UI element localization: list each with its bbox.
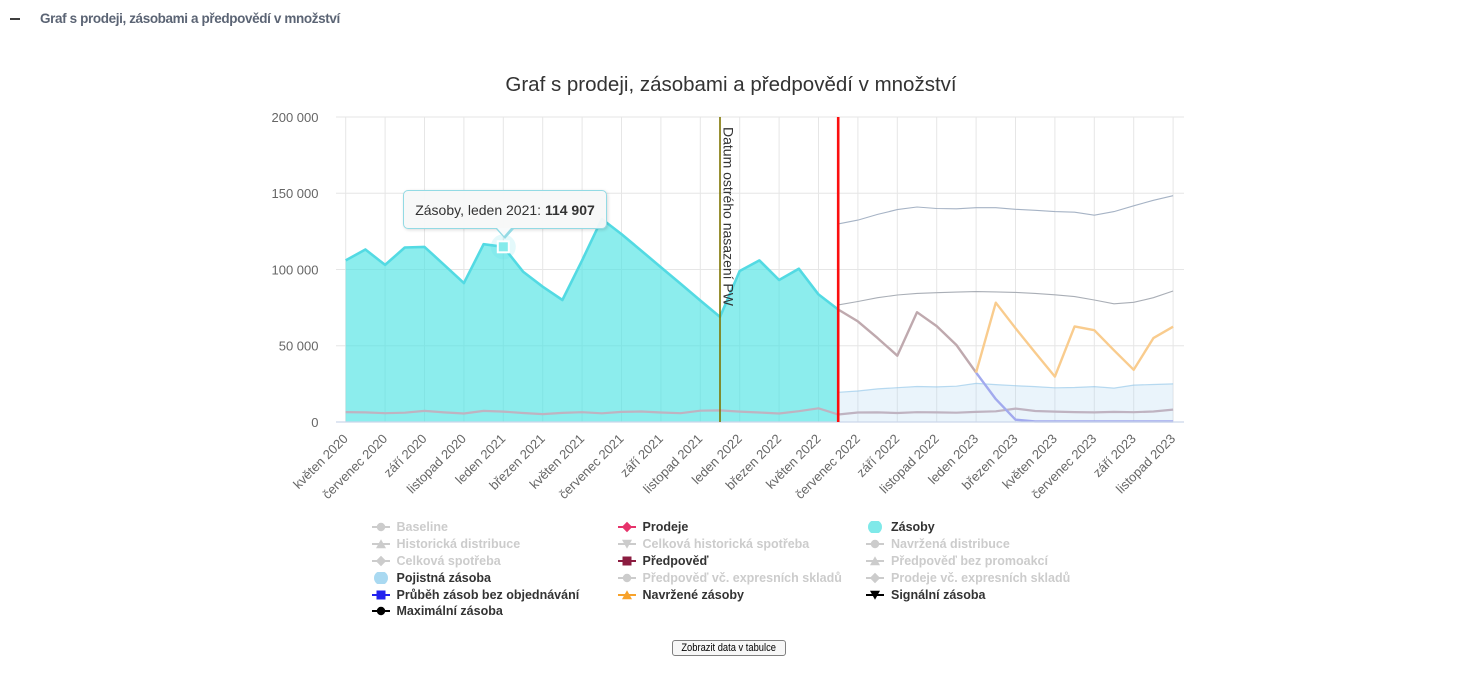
svg-text:100 000: 100 000 [272, 262, 319, 277]
svg-text:50 000: 50 000 [279, 339, 319, 354]
svg-text:0: 0 [311, 415, 318, 430]
svg-text:200 000: 200 000 [272, 110, 319, 125]
svg-text:Datum ostrého nasazení PW: Datum ostrého nasazení PW [721, 127, 737, 307]
svg-text:150 000: 150 000 [272, 186, 319, 201]
